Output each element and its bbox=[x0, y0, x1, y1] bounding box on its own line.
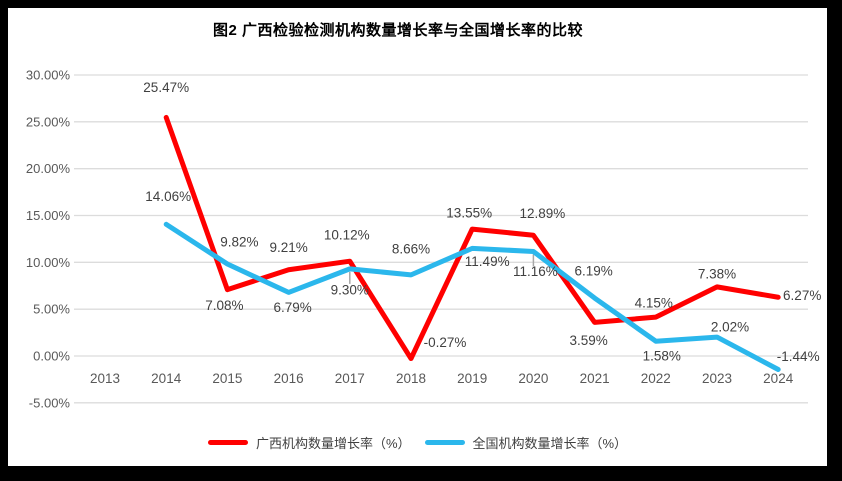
data-label: 12.89% bbox=[520, 206, 566, 221]
x-tick-label: 2023 bbox=[702, 371, 732, 386]
data-label: 3.59% bbox=[569, 333, 607, 348]
legend-swatch-national bbox=[424, 440, 465, 445]
data-label: -1.44% bbox=[777, 349, 820, 364]
y-tick-label: 10.00% bbox=[26, 255, 71, 270]
data-label: 14.06% bbox=[145, 189, 191, 204]
data-label: 9.82% bbox=[220, 235, 258, 250]
x-tick-label: 2024 bbox=[763, 371, 794, 386]
x-tick-label: 2020 bbox=[518, 371, 548, 386]
x-tick-label: 2014 bbox=[151, 371, 182, 386]
data-label: 25.47% bbox=[143, 80, 189, 95]
data-label: 2.02% bbox=[711, 320, 749, 335]
legend-item-national: 全国机构数量增长率（%） bbox=[424, 433, 628, 452]
data-label: 7.08% bbox=[205, 298, 243, 313]
legend-label-guangxi: 广西机构数量增长率（%） bbox=[255, 436, 411, 451]
data-label: 9.30% bbox=[331, 282, 369, 297]
y-tick-label: 30.00% bbox=[26, 67, 71, 82]
legend-label-national: 全国机构数量增长率（%） bbox=[472, 436, 628, 451]
data-label: 10.12% bbox=[324, 228, 370, 243]
x-tick-label: 2022 bbox=[641, 371, 671, 386]
y-tick-label: -5.00% bbox=[29, 395, 71, 410]
series-line-guangxi bbox=[163, 114, 781, 362]
series-line-national bbox=[163, 221, 781, 372]
x-tick-label: 2021 bbox=[580, 371, 610, 386]
legend: 广西机构数量增长率（%） 全国机构数量增长率（%） bbox=[8, 433, 827, 452]
data-label: 6.19% bbox=[574, 264, 612, 279]
data-label: 6.79% bbox=[273, 300, 311, 315]
data-label: 4.15% bbox=[635, 296, 673, 311]
y-tick-label: 25.00% bbox=[26, 114, 71, 129]
data-label: 11.16% bbox=[513, 264, 558, 279]
data-label: 13.55% bbox=[446, 206, 492, 221]
data-label: -0.27% bbox=[424, 335, 467, 350]
data-label: 6.27% bbox=[783, 288, 821, 303]
y-tick-label: 20.00% bbox=[26, 161, 71, 176]
legend-swatch-guangxi bbox=[207, 440, 248, 445]
data-label: 7.38% bbox=[698, 266, 736, 281]
line-chart: 30.00% 25.00% 20.00% 15.00% 10.00% 5.00% 0.00%… bbox=[26, 67, 821, 410]
legend-item-guangxi: 广西机构数量增长率（%） bbox=[207, 433, 411, 452]
data-label: 8.66% bbox=[392, 241, 430, 256]
y-tick-label: 0.00% bbox=[33, 349, 70, 364]
x-tick-label: 2013 bbox=[90, 371, 120, 386]
x-tick-label: 2018 bbox=[396, 371, 426, 386]
data-label: 11.49% bbox=[465, 254, 510, 269]
chart-title: 图2 广西检验检测机构数量增长率与全国增长率的比较 bbox=[212, 22, 583, 39]
y-tick-label: 5.00% bbox=[33, 302, 70, 317]
chart-canvas: 图2 广西检验检测机构数量增长率与全国增长率的比较 30.00% 25.00% 20… bbox=[8, 8, 827, 466]
x-tick-label: 2016 bbox=[274, 371, 304, 386]
x-tick-label: 2017 bbox=[335, 371, 365, 386]
y-tick-label: 15.00% bbox=[26, 208, 71, 223]
x-tick-label: 2015 bbox=[212, 371, 242, 386]
data-label: 9.21% bbox=[269, 240, 307, 255]
x-tick-label: 2019 bbox=[457, 371, 487, 386]
data-label: 1.58% bbox=[643, 349, 681, 364]
